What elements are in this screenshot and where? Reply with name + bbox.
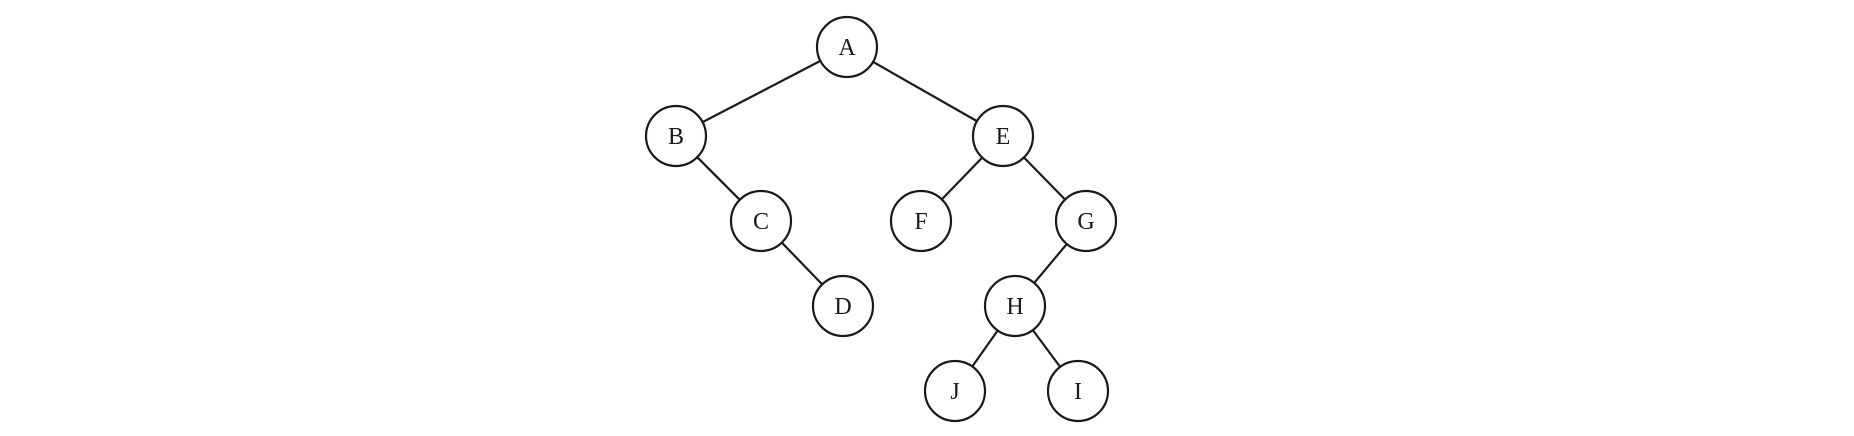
tree-node-c: C: [729, 189, 793, 253]
nodes-layer: A B C D E F G H J I: [644, 15, 1118, 423]
node-circle: [815, 15, 879, 79]
node-circle: [983, 274, 1047, 338]
edge-g-h: [1033, 243, 1068, 284]
tree-node-b: B: [644, 104, 708, 168]
node-label: I: [1074, 379, 1082, 405]
edge-e-f: [941, 156, 983, 201]
node-label: C: [753, 209, 769, 235]
node-label: D: [834, 294, 851, 320]
tree-node-g: G: [1054, 189, 1118, 253]
edge-a-e: [872, 60, 978, 123]
node-label: B: [668, 124, 684, 150]
tree-node-f: F: [889, 189, 953, 253]
edge-h-j: [971, 329, 999, 368]
node-circle: [923, 359, 987, 423]
edge-a-b: [702, 59, 821, 124]
edge-c-d: [781, 241, 823, 286]
node-label: J: [950, 379, 959, 405]
node-circle: [1054, 189, 1118, 253]
tree-node-d: D: [811, 274, 875, 338]
node-label: E: [996, 124, 1011, 150]
tree-node-j: J: [923, 359, 987, 423]
edge-h-i: [1031, 329, 1062, 368]
node-circle: [1046, 359, 1110, 423]
node-label: F: [914, 209, 927, 235]
node-circle: [644, 104, 708, 168]
node-label: G: [1077, 209, 1094, 235]
tree-node-a: A: [815, 15, 879, 79]
node-label: H: [1006, 294, 1023, 320]
edge-e-g: [1023, 156, 1066, 201]
tree-node-i: I: [1046, 359, 1110, 423]
edge-b-c: [696, 156, 741, 201]
tree-node-h: H: [983, 274, 1047, 338]
node-circle: [729, 189, 793, 253]
node-circle: [971, 104, 1035, 168]
node-circle: [889, 189, 953, 253]
tree-node-e: E: [971, 104, 1035, 168]
node-label: A: [838, 35, 856, 61]
node-circle: [811, 274, 875, 338]
edges-layer: [696, 59, 1068, 368]
